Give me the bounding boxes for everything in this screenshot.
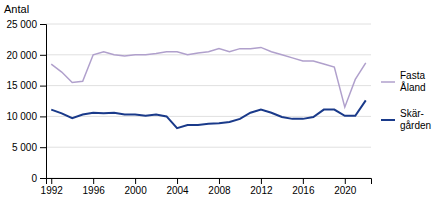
y-tick-mark xyxy=(40,116,46,117)
y-tick-label: 25 000 xyxy=(6,19,37,30)
x-tick: 2020 xyxy=(334,178,357,196)
legend-swatch xyxy=(381,81,395,83)
x-tick: 2008 xyxy=(208,178,231,196)
legend: FastaÅland Skär-gården xyxy=(381,70,431,131)
y-tick-label: 10 000 xyxy=(6,111,37,122)
lines xyxy=(51,47,366,128)
x-tick: 2012 xyxy=(250,178,273,196)
y-tick-mark xyxy=(40,178,46,179)
y-axis-title: Antal xyxy=(4,3,29,15)
x-tick-label: 2012 xyxy=(250,185,273,196)
grid-line xyxy=(46,116,371,117)
y-tick: 0 xyxy=(31,173,46,184)
chart: 1992 1996 2000 2004 2008 2012 2016 2020 0 5 000 10… xyxy=(0,0,443,200)
series-line xyxy=(51,47,366,107)
x-tick-mark xyxy=(93,178,94,184)
y-tick: 20 000 xyxy=(6,50,46,61)
y-tick: 25 000 xyxy=(6,19,46,30)
x-tick: 2000 xyxy=(124,178,147,196)
x-tick-label: 2008 xyxy=(208,185,231,196)
x-tick: 2016 xyxy=(292,178,315,196)
x-tick-mark xyxy=(177,178,178,184)
x-tick-mark xyxy=(303,178,304,184)
legend-label: Skär-gården xyxy=(400,108,431,131)
x-tick-label: 2016 xyxy=(292,185,315,196)
x-tick-label: 2000 xyxy=(124,185,147,196)
y-axis-line xyxy=(40,25,47,179)
y-tick-mark xyxy=(40,55,46,56)
x-tick-label: 1996 xyxy=(83,185,106,196)
y-tick-label: 0 xyxy=(31,173,37,184)
legend-label: FastaÅland xyxy=(400,70,426,93)
x-tick-mark xyxy=(51,178,52,184)
y-tick-mark xyxy=(40,86,46,87)
grid-line xyxy=(46,147,371,148)
legend-entry: FastaÅland xyxy=(381,70,426,93)
y-axis: 0 5 000 10 000 15 000 20 000 25 000 xyxy=(6,19,46,184)
y-tick: 10 000 xyxy=(6,111,46,122)
y-tick-label: 5 000 xyxy=(12,142,37,153)
x-tick-mark xyxy=(219,178,220,184)
x-axis: 1992 1996 2000 2004 2008 2012 2016 2020 xyxy=(41,178,372,196)
x-tick-mark xyxy=(261,178,262,184)
y-tick-mark xyxy=(40,24,46,25)
y-tick: 15 000 xyxy=(6,80,46,91)
y-tick: 5 000 xyxy=(12,142,46,153)
plot: 1992 1996 2000 2004 2008 2012 2016 2020 0 5 000 10… xyxy=(6,19,371,196)
x-tick-mark xyxy=(135,178,136,184)
grid xyxy=(46,24,371,178)
x-tick-label: 2020 xyxy=(334,185,357,196)
x-tick: 1992 xyxy=(41,178,64,196)
legend-swatch xyxy=(381,119,395,121)
y-tick-label: 20 000 xyxy=(6,50,37,61)
y-tick-mark xyxy=(40,147,46,148)
grid-line xyxy=(46,24,371,25)
x-tick: 2004 xyxy=(166,178,189,196)
series-line xyxy=(51,100,366,128)
legend-entry: Skär-gården xyxy=(381,108,431,131)
x-tick-label: 2004 xyxy=(166,185,189,196)
grid-line xyxy=(46,85,371,86)
y-tick-label: 15 000 xyxy=(6,80,37,91)
x-tick: 1996 xyxy=(83,178,106,196)
x-tick-label: 1992 xyxy=(41,185,64,196)
x-tick-mark xyxy=(345,178,346,184)
x-axis-line xyxy=(47,179,372,185)
